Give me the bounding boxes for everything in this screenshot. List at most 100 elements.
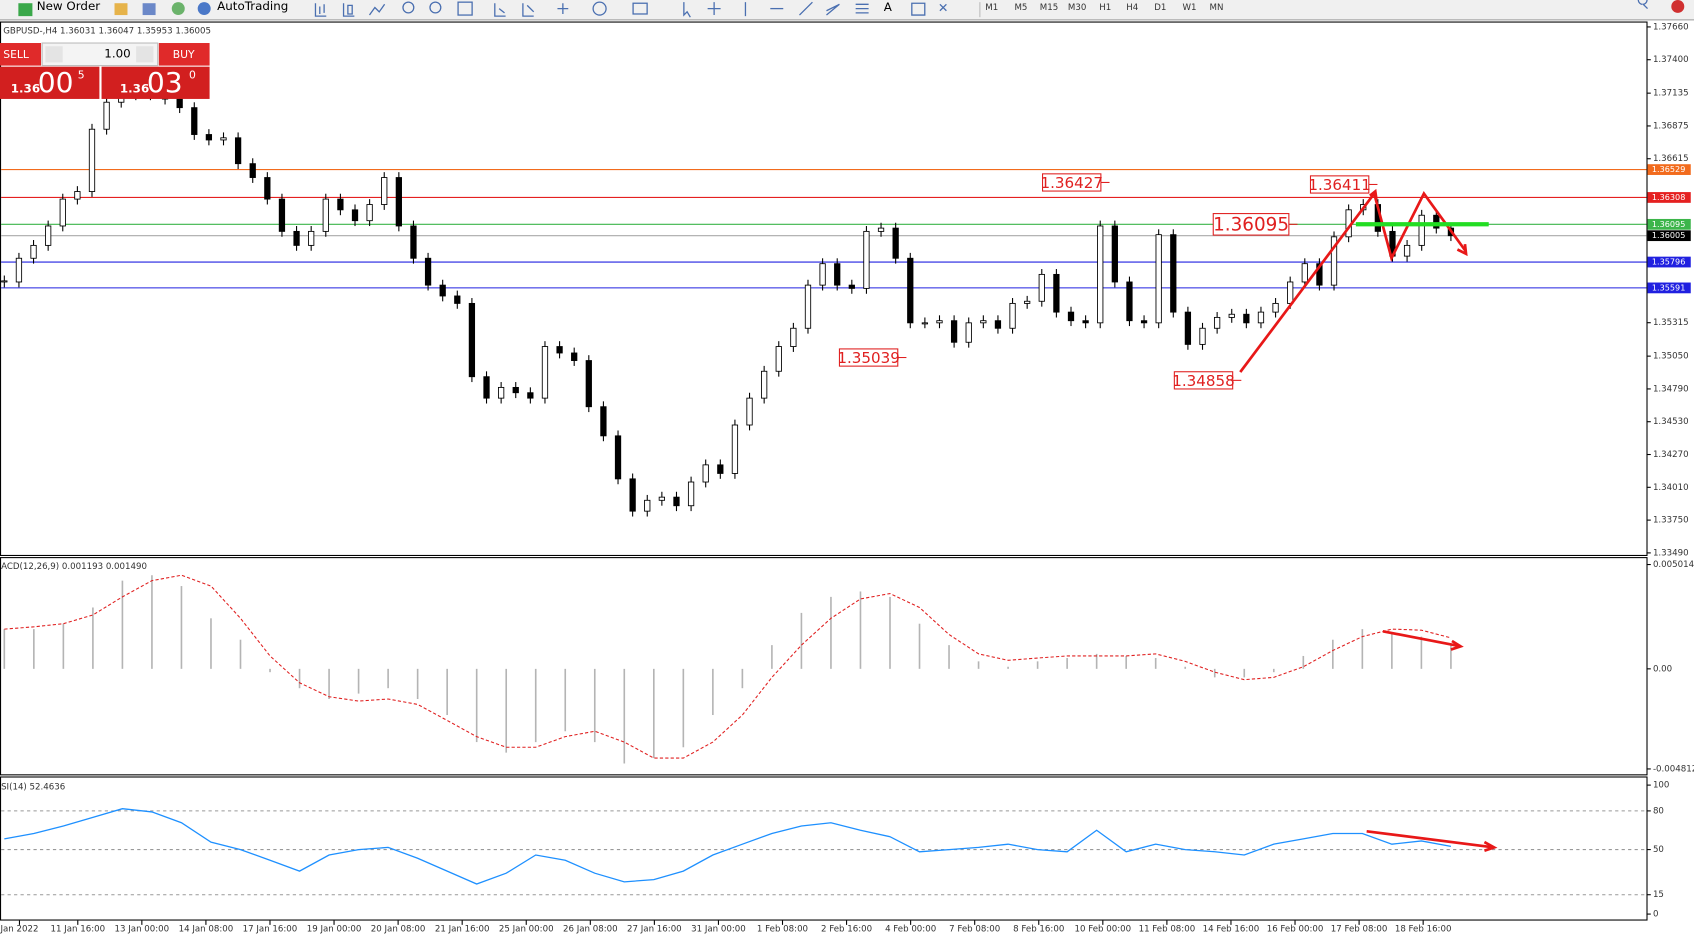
candle [249,163,256,178]
candle [1287,281,1294,304]
annotation-box [1212,213,1290,236]
auto-trading-icon[interactable] [197,2,211,16]
candle [395,177,402,227]
toolbar-icon[interactable] [142,3,156,16]
price-label: 1.36095 [1652,219,1685,229]
price-label: 1.35591 [1652,282,1685,292]
candle [834,263,841,286]
buy-button[interactable] [158,43,210,66]
price-label-box [1647,256,1691,268]
y-tick-label: 1.34530 [1653,417,1689,427]
candle [1170,234,1177,313]
candle [351,209,359,222]
sell-button[interactable] [0,43,42,66]
y-tick-label: 50 [1653,845,1664,855]
x-tick-label: 19 Jan 00:00 [307,925,362,935]
y-tick-label: 1.37400 [1653,55,1689,65]
y-tick-label: 0 [1653,910,1658,920]
candle [74,191,81,200]
candle [673,496,680,507]
x-tick-label: 18 Feb 16:00 [1395,925,1452,935]
toolbar-icons[interactable] [314,0,1649,18]
candle [1024,300,1031,304]
lot-up[interactable] [136,46,154,63]
candle [308,230,315,246]
new-order-icon[interactable] [18,3,33,17]
candle [220,137,227,141]
timeframe-button[interactable]: M30 [1068,3,1086,13]
price-label: 1.36308 [1652,192,1685,202]
candle [1038,273,1045,302]
candle [1243,313,1250,324]
timeframe-button[interactable]: D1 [1154,3,1166,13]
y-tick-label: -0.004812 [1653,764,1694,774]
alert-icon[interactable] [1671,0,1685,13]
sell-price-box[interactable] [0,66,100,99]
buy-price-big: 1.36 [120,82,149,96]
sell-price-fraction: 5 [78,68,85,81]
x-tick-label: 1 Feb 08:00 [757,925,808,935]
x-tick-label: 26 Jan 08:00 [563,925,618,935]
candle [1155,234,1162,324]
candle [59,198,66,227]
timeframe-button[interactable]: M1 [985,3,998,13]
lot-field[interactable] [41,42,159,67]
x-tick-label: 17 Jan 16:00 [243,925,298,935]
timeframe-button[interactable]: M5 [1014,3,1027,13]
buy-price-box[interactable] [101,66,210,99]
candle [1272,302,1279,313]
candle [629,478,636,512]
y-tick-label: 1.33750 [1653,516,1689,526]
rsi-line [4,808,1452,885]
buy-label[interactable]: BUY [173,48,195,61]
y-tick-label: 1.37660 [1653,22,1689,32]
x-tick-label: 11 Feb 08:00 [1139,925,1196,935]
candle [702,464,709,483]
sell-label[interactable]: SELL [3,48,29,61]
new-order-button[interactable]: New Order [37,0,101,13]
annotation-box [1042,173,1102,192]
candle [424,257,432,286]
x-tick-label: 7 Feb 08:00 [949,925,1000,935]
price-pane [0,21,1648,556]
candle [381,177,388,205]
macd-pane [0,557,1648,776]
x-tick-label: 21 Jan 16:00 [435,925,490,935]
x-tick-label: 27 Jan 16:00 [627,925,682,935]
timeframe-button[interactable]: MN [1210,3,1224,13]
toolbar-icon[interactable] [171,2,185,16]
x-tick-label: 20 Jan 08:00 [371,925,426,935]
candle [644,499,651,512]
candle [1111,225,1118,283]
candle [45,225,52,246]
candle [1330,236,1338,286]
candle [1097,225,1104,324]
candle [1418,214,1425,246]
auto-trading-button[interactable]: AutoTrading [217,0,288,13]
candle [994,320,1002,329]
candle [483,376,490,399]
annotation: 1.34858 [1172,372,1235,390]
candle [1403,244,1411,257]
timeframe-button[interactable]: H4 [1126,3,1138,13]
timeframe-button[interactable]: H1 [1099,3,1111,13]
timeframe-button[interactable]: M15 [1040,3,1058,13]
lot-down[interactable] [45,46,63,63]
text-tool[interactable]: A [884,0,892,14]
lot-value[interactable]: 1.00 [104,46,130,60]
candle [921,322,929,325]
x-tick-label: 17 Feb 08:00 [1331,925,1388,935]
candle [775,346,782,372]
candle [1140,320,1148,324]
candle [746,397,753,426]
x-tick-label: 14 Jan 08:00 [179,925,234,935]
y-tick-label: 100 [1653,781,1669,791]
macd-title: ACD(12,26,9) 0.001193 0.001490 [1,562,147,572]
y-tick-label: 1.35050 [1653,352,1689,362]
candle [15,257,23,283]
toolbar-icon[interactable] [114,3,128,16]
y-tick-label: 1.34270 [1653,450,1689,460]
price-label-box [1647,218,1691,230]
timeframe-button[interactable]: W1 [1182,3,1196,13]
